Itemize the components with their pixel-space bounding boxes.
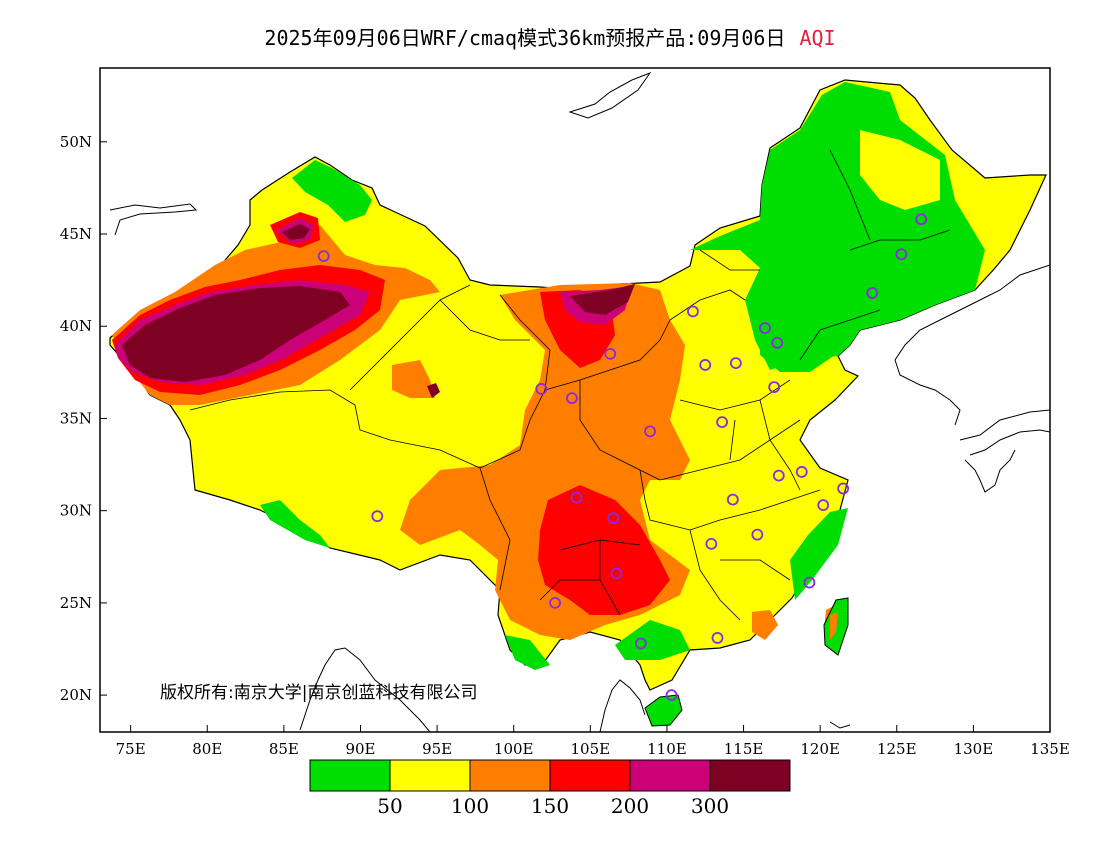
city-marker (729, 357, 742, 370)
x-tick-label: 90E (345, 740, 375, 758)
city-marker (716, 416, 728, 429)
city-marker (866, 287, 879, 299)
city-marker (699, 359, 712, 371)
city-marker (795, 466, 808, 478)
hainan-island (644, 694, 683, 727)
city-marker (371, 510, 384, 523)
city-marker (768, 381, 781, 393)
legend-swatch (309, 759, 391, 792)
x-tick-label: 115E (724, 740, 764, 758)
copyright-label: 版权所有:南京大学|南京创蓝科技有限公司 (160, 683, 477, 703)
aqi-zone-hazardous-ningxia (570, 284, 635, 315)
aqi-zone-hazardous-xinjiang (122, 286, 350, 382)
x-tick-label: 100E (494, 740, 534, 758)
city-marker (604, 347, 617, 360)
aqi-zone-hazardous-north (282, 224, 310, 240)
city-marker (566, 392, 578, 405)
legend-threshold-label: 200 (611, 794, 649, 818)
city-markers (317, 213, 928, 702)
y-tick-label: 35N (60, 409, 92, 427)
title-main: 2025年09月06日WRF/cmaq模式36km预报产品:09月06日 (264, 26, 786, 50)
city-marker (817, 499, 830, 512)
city-marker (687, 305, 699, 318)
taiwan-inner-zone (830, 612, 838, 640)
city-marker (535, 383, 548, 395)
aqi-zone-hazardous-qinghai (427, 383, 440, 398)
map-title: 2025年09月06日WRF/cmaq模式36km预报产品:09月06日 AQI (0, 22, 1100, 51)
city-marker (634, 637, 647, 650)
legend-swatch (549, 759, 631, 792)
aqi-zone-good-guangxi (615, 620, 690, 660)
aqi-zone-red-sichuan (538, 485, 670, 615)
city-marker (895, 248, 908, 261)
legend-swatch (709, 759, 791, 792)
axis-ticks: 75E 80E 85E 90E 95E 100E 105E 110E 115E 120E 125E 1… (60, 133, 1070, 758)
x-tick-label: 75E (116, 740, 146, 758)
legend-swatch (629, 759, 711, 792)
aqi-legend: 50 100 150 200 300 (309, 759, 791, 818)
y-tick-label: 25N (60, 594, 92, 612)
city-marker (772, 469, 785, 482)
legend-threshold-label: 150 (531, 794, 569, 818)
x-tick-label: 95E (422, 740, 452, 758)
x-tick-label: 130E (954, 740, 994, 758)
map-frame (99, 67, 1051, 733)
city-marker (711, 632, 724, 644)
legend-swatch (389, 759, 471, 792)
x-tick-label: 105E (571, 740, 611, 758)
city-marker (644, 425, 656, 438)
y-tick-label: 45N (60, 225, 92, 243)
city-marker (570, 491, 583, 504)
legend-threshold-label: 50 (377, 794, 402, 818)
y-tick-label: 40N (60, 317, 92, 335)
aqi-zone-orange-qinghai (392, 360, 435, 398)
x-tick-label: 135E (1030, 740, 1070, 758)
neighbouring-coastlines (109, 71, 1050, 732)
legend-threshold-label: 100 (451, 794, 489, 818)
x-tick-label: 120E (800, 740, 840, 758)
x-tick-label: 80E (192, 740, 222, 758)
city-marker (705, 537, 718, 550)
aqi-zone-good-south (505, 635, 550, 670)
city-marker (610, 567, 623, 580)
aqi-zone-good-northwest (292, 160, 372, 222)
city-marker (751, 528, 764, 541)
title-variable: AQI (799, 26, 836, 50)
city-marker (665, 689, 678, 702)
aqi-zone-orange-fujian (752, 610, 778, 640)
city-marker (726, 493, 739, 506)
aqi-zone-good-southeast-coast (790, 508, 848, 600)
y-tick-label: 20N (60, 686, 92, 704)
legend-swatch (469, 759, 551, 792)
city-marker (759, 322, 771, 334)
city-marker (317, 250, 330, 263)
x-tick-label: 125E (877, 740, 917, 758)
y-tick-label: 50N (60, 133, 92, 151)
map-content (109, 71, 1050, 732)
aqi-zone-good-hebei (760, 325, 835, 372)
aqi-zone-good-northeast-inner (860, 130, 940, 210)
x-tick-label: 110E (647, 740, 687, 758)
city-marker (607, 512, 620, 524)
x-tick-label: 85E (269, 740, 299, 758)
city-marker (803, 576, 816, 589)
city-marker (915, 213, 928, 226)
city-marker (771, 336, 784, 349)
province-boundaries (189, 149, 951, 621)
y-tick-label: 30N (60, 502, 92, 520)
legend-threshold-label: 300 (691, 794, 729, 818)
aqi-zone-good-tibet (260, 500, 330, 548)
city-marker (549, 596, 561, 609)
city-marker (837, 482, 850, 495)
